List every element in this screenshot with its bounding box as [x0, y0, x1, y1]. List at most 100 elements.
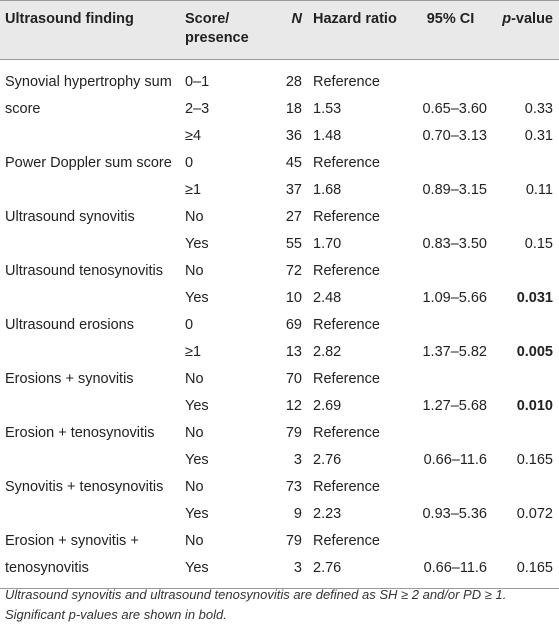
cell-hazard-ratio: 1.53 [313, 100, 342, 117]
table-row: Synovial hypertrophy sum score 0–1 28 Refer… [0, 60, 559, 117]
header-score-line1: Score/ [185, 11, 230, 27]
cell-p-value [493, 528, 559, 555]
table-bottom-rule [0, 588, 559, 589]
cell-hazard-ratio: Reference [313, 424, 380, 441]
cell-ci [408, 150, 493, 177]
cell-hazard-ratio: Reference [313, 154, 380, 171]
cell-n: 79 [285, 424, 302, 441]
cell-hazard-ratio: 2.23 [313, 505, 342, 522]
cell-hazard-ratio: 1.70 [313, 235, 342, 252]
cell-p-value [493, 420, 559, 447]
cell-n: 79 [285, 532, 302, 549]
cell-hazard-ratio: Reference [313, 478, 380, 495]
table-row: 2–3 18 1.53 0.65–3.60 0.33 [0, 96, 559, 123]
cell-ci [408, 474, 493, 501]
header-p-value: p-value [493, 1, 559, 60]
cell-hazard-ratio: 2.48 [313, 289, 342, 306]
cell-p-value: 0.031 [516, 289, 553, 306]
header-p-rest: -value [511, 11, 553, 27]
cell-ci [408, 420, 493, 447]
cell-p-value: 0.15 [524, 235, 553, 252]
cell-n: 55 [285, 235, 302, 252]
cell-hazard-ratio: 1.68 [313, 181, 342, 198]
cell-n: 9 [293, 505, 302, 522]
table-row: Yes 3 2.76 0.66–11.6 0.165 [0, 447, 559, 474]
cell-finding: Erosion + synovitis + tenosynovitis [5, 532, 139, 576]
cell-finding: Ultrasound tenosynovitis [5, 262, 163, 279]
cell-hazard-ratio: Reference [313, 262, 380, 279]
cell-ci: 1.27–5.68 [422, 397, 487, 414]
cell-ci: 0.70–3.13 [422, 127, 487, 144]
cell-score: No [185, 370, 204, 387]
cell-p-value [493, 366, 559, 393]
cell-p-value: 0.005 [516, 343, 553, 360]
cell-hazard-ratio: Reference [313, 316, 380, 333]
cell-hazard-ratio: 2.76 [313, 451, 342, 468]
cell-p-value: 0.33 [524, 100, 553, 117]
table-row: Synovitis + tenosynovitis No 73 Reference [0, 474, 559, 501]
cell-p-value [493, 474, 559, 501]
cell-ci: 1.09–5.66 [422, 289, 487, 306]
table-row: Erosions + synovitis No 70 Reference [0, 366, 559, 393]
header-row: Ultrasound finding Score/ presence N Haz… [0, 0, 559, 60]
cell-score: 0 [185, 154, 194, 171]
cell-p-value: 0.010 [516, 397, 553, 414]
cell-ci [408, 528, 493, 555]
cell-n: 69 [285, 316, 302, 333]
table-row: Yes 10 2.48 1.09–5.66 0.031 [0, 285, 559, 312]
cell-ci: 0.66–11.6 [423, 451, 487, 468]
cell-p-value: 0.165 [516, 559, 553, 576]
cell-ci [408, 60, 493, 96]
cell-finding: Ultrasound erosions [5, 316, 134, 333]
cell-p-value: 0.072 [516, 505, 553, 522]
cell-score: No [185, 478, 204, 495]
cell-finding: Erosions + synovitis [5, 370, 134, 387]
cell-score: ≥4 [185, 127, 202, 144]
table-row: Yes 12 2.69 1.27–5.68 0.010 [0, 393, 559, 420]
cell-hazard-ratio: Reference [313, 532, 380, 549]
header-finding: Ultrasound finding [5, 11, 134, 27]
header-score-line2: presence [185, 30, 249, 46]
cell-ci: 0.83–3.50 [422, 235, 487, 252]
cell-n: 27 [285, 208, 302, 225]
cell-score: Yes [185, 451, 209, 468]
header-n: N [262, 1, 308, 60]
header-hazard-ratio: Hazard ratio [313, 11, 397, 27]
header-score: Score/ presence [180, 1, 262, 60]
cell-finding: Synovitis + tenosynovitis [5, 478, 164, 495]
cell-p-value [493, 258, 559, 285]
cell-p-value: 0.31 [524, 127, 553, 144]
table-row: Erosion + synovitis + tenosynovitis No 79 R… [0, 528, 559, 576]
cell-score: Yes [185, 235, 209, 252]
cell-score: No [185, 532, 204, 549]
cell-p-value: 0.11 [525, 181, 553, 198]
cell-p-value [493, 150, 559, 177]
cell-n: 73 [285, 478, 302, 495]
table-row: Ultrasound tenosynovitis No 72 Reference [0, 258, 559, 285]
cell-finding: Ultrasound synovitis [5, 208, 135, 225]
cell-ci: 0.93–5.36 [422, 505, 487, 522]
cell-score: No [185, 262, 204, 279]
footnote-line-1: Ultrasound synovitis and ultrasound teno… [5, 587, 507, 602]
cell-ci: 0.66–11.6 [423, 559, 487, 576]
header-ci: 95% CI [426, 11, 475, 27]
cell-hazard-ratio: 2.82 [313, 343, 342, 360]
cell-n: 70 [285, 370, 302, 387]
header-p-italic: p [502, 11, 512, 27]
cell-score: ≥1 [185, 343, 202, 360]
cell-ci: 0.89–3.15 [422, 181, 487, 198]
cell-ci [408, 204, 493, 231]
cell-n: 45 [285, 154, 302, 171]
cell-n: 37 [285, 181, 302, 198]
cell-finding: Erosion + tenosynovitis [5, 424, 155, 441]
cell-ci [408, 258, 493, 285]
table-row: Power Doppler sum score 0 45 Reference [0, 150, 559, 177]
cell-ci [408, 366, 493, 393]
cell-p-value [493, 60, 559, 96]
table-row: Yes 55 1.70 0.83–3.50 0.15 [0, 231, 559, 258]
cell-ci: 0.65–3.60 [422, 100, 487, 117]
cell-p-value [493, 312, 559, 339]
cell-n: 10 [285, 289, 302, 306]
table-row: ≥4 36 1.48 0.70–3.13 0.31 [0, 123, 559, 150]
cell-score: No [185, 424, 204, 441]
